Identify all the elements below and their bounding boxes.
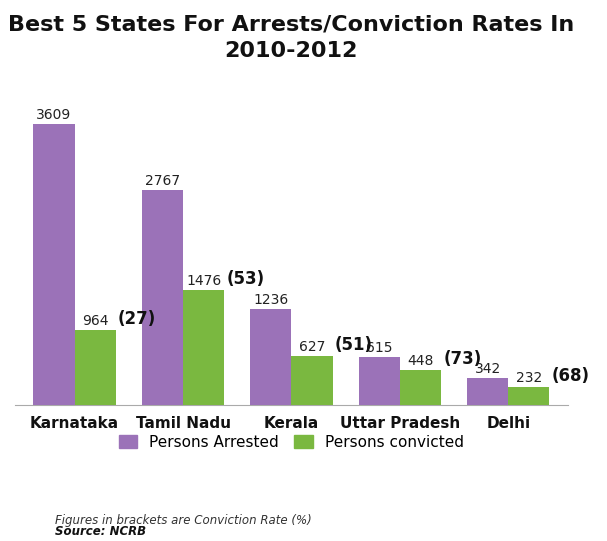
Text: 3609: 3609: [36, 108, 72, 122]
Bar: [291, 356, 333, 405]
Bar: [359, 357, 400, 405]
Text: 232: 232: [516, 371, 542, 385]
Text: (51): (51): [335, 336, 373, 354]
Bar: [75, 329, 116, 405]
Legend: Persons Arrested, Persons convicted: Persons Arrested, Persons convicted: [113, 428, 470, 456]
Bar: [508, 386, 549, 405]
Text: 615: 615: [366, 341, 393, 355]
Bar: [400, 370, 441, 405]
Text: Figures in brackets are Conviction Rate (%): Figures in brackets are Conviction Rate …: [55, 514, 311, 527]
Bar: [467, 378, 508, 405]
Bar: [142, 189, 183, 405]
Text: 964: 964: [82, 314, 109, 328]
Text: Source: NCRB: Source: NCRB: [55, 525, 146, 538]
Text: 627: 627: [299, 340, 325, 354]
Text: 342: 342: [475, 362, 501, 376]
Text: 448: 448: [407, 354, 433, 368]
Text: 1476: 1476: [186, 274, 221, 288]
Text: (68): (68): [552, 367, 589, 385]
Bar: [250, 308, 291, 405]
Text: 1236: 1236: [253, 293, 288, 307]
Text: (73): (73): [443, 350, 481, 368]
Text: 2767: 2767: [145, 174, 180, 188]
Text: (27): (27): [118, 309, 156, 328]
Title: Best 5 States For Arrests/Conviction Rates In
2010-2012: Best 5 States For Arrests/Conviction Rat…: [8, 15, 575, 61]
Bar: [183, 290, 224, 405]
Text: (53): (53): [226, 270, 265, 288]
Bar: [33, 124, 75, 405]
